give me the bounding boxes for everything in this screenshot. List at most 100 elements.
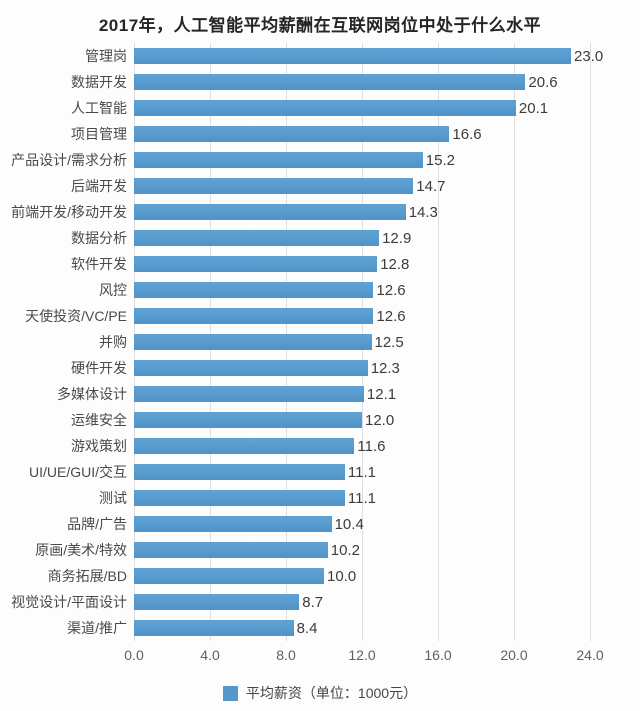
bar-row: 产品设计/需求分析 15.2	[0, 147, 640, 173]
value-label: 11.1	[347, 463, 376, 481]
bar-track: 23.0	[134, 43, 640, 69]
value-label: 10.0	[327, 567, 357, 585]
bar-track: 11.1	[134, 459, 640, 485]
value-label: 12.0	[365, 411, 395, 429]
bar-row: 人工智能 20.1	[0, 95, 640, 121]
bar-row: 视觉设计/平面设计 8.7	[0, 589, 640, 615]
bar-track: 12.3	[134, 355, 640, 381]
bar-track: 12.6	[134, 277, 640, 303]
x-tick-label: 4.0	[200, 647, 220, 663]
category-label: 数据分析	[71, 230, 127, 246]
bar-track: 11.6	[134, 433, 640, 459]
bar-row: 品牌/广告 10.4	[0, 511, 640, 537]
category-label: 数据开发	[71, 74, 127, 90]
bar-row: 管理岗 23.0	[0, 43, 640, 69]
value-label: 15.2	[425, 151, 455, 169]
bar	[134, 282, 374, 298]
value-label: 20.6	[528, 73, 558, 91]
bar-track: 12.8	[134, 251, 640, 277]
x-axis: 0.0 4.0 8.0 12.0 16.0 20.0 24.0	[0, 645, 640, 669]
bar-track: 20.6	[134, 69, 640, 95]
bar	[134, 100, 516, 116]
x-tick-label: 8.0	[276, 647, 296, 663]
category-label: 管理岗	[85, 48, 127, 64]
bar	[134, 386, 364, 402]
legend-label: 平均薪资（单位：1000元）	[245, 685, 418, 701]
category-label: 前端开发/移动开发	[11, 204, 127, 220]
legend: 平均薪资（单位：1000元）	[0, 683, 640, 703]
category-label: 游戏策划	[71, 438, 127, 454]
legend-swatch-icon	[222, 685, 238, 701]
category-label: 品牌/广告	[67, 516, 127, 532]
bar-track: 10.0	[134, 563, 640, 589]
bar	[134, 230, 380, 246]
bar-row: 商务拓展/BD 10.0	[0, 563, 640, 589]
category-label: 风控	[99, 282, 127, 298]
bar-row: 硬件开发 12.3	[0, 355, 640, 381]
bar	[134, 74, 526, 90]
bar-row: 数据开发 20.6	[0, 69, 640, 95]
value-label: 12.8	[380, 255, 410, 273]
category-label: 多媒体设计	[57, 386, 127, 402]
plot-area: 管理岗 23.0 数据开发 20.6 人工智能 20.1 项目管理 16.6 产品设计/需求分析…	[0, 43, 640, 641]
category-label: 商务拓展/BD	[47, 568, 127, 584]
bar-track: 16.6	[134, 121, 640, 147]
bar-chart: 管理岗 23.0 数据开发 20.6 人工智能 20.1 项目管理 16.6 产品设计/需求分析…	[0, 43, 640, 703]
bar	[134, 490, 345, 506]
bar-track: 8.4	[134, 615, 640, 641]
bar-row: 前端开发/移动开发 14.3	[0, 199, 640, 225]
bar-row: 项目管理 16.6	[0, 121, 640, 147]
category-label: 运维安全	[71, 412, 127, 428]
category-label: 硬件开发	[71, 360, 127, 376]
x-tick-label: 12.0	[348, 647, 376, 663]
value-label: 12.5	[374, 333, 404, 351]
bar	[134, 412, 362, 428]
category-label: 天使投资/VC/PE	[25, 308, 127, 324]
category-label: 渠道/推广	[67, 620, 127, 636]
bar	[134, 178, 414, 194]
category-label: 原画/美术/特效	[35, 542, 127, 558]
gridline	[514, 43, 515, 641]
value-label: 12.6	[376, 307, 406, 325]
bar	[134, 360, 368, 376]
x-tick-label: 0.0	[124, 647, 144, 663]
bar-track: 12.1	[134, 381, 640, 407]
value-label: 11.6	[357, 437, 386, 455]
bar-row: 多媒体设计 12.1	[0, 381, 640, 407]
category-label: UI/UE/GUI/交互	[28, 464, 127, 480]
bar-track: 15.2	[134, 147, 640, 173]
bar	[134, 620, 294, 636]
value-label: 12.3	[370, 359, 400, 377]
value-label: 14.3	[408, 203, 438, 221]
bar-row: 天使投资/VC/PE 12.6	[0, 303, 640, 329]
value-label: 8.4	[296, 619, 318, 637]
category-label: 产品设计/需求分析	[11, 152, 127, 168]
bar	[134, 308, 374, 324]
bar-row: 软件开发 12.8	[0, 251, 640, 277]
bar-track: 14.3	[134, 199, 640, 225]
x-tick-label: 20.0	[500, 647, 528, 663]
bar	[134, 334, 372, 350]
chart-title: 2017年，人工智能平均薪酬在互联网岗位中处于什么水平	[98, 16, 542, 35]
gridline	[590, 43, 591, 641]
bar-row: 原画/美术/特效 10.2	[0, 537, 640, 563]
value-label: 16.6	[452, 125, 482, 143]
value-label: 12.1	[366, 385, 397, 403]
bar-row: 运维安全 12.0	[0, 407, 640, 433]
value-label: 10.2	[330, 541, 360, 559]
category-label: 软件开发	[71, 256, 127, 272]
bar-track: 12.6	[134, 303, 640, 329]
bar-row: 风控 12.6	[0, 277, 640, 303]
bar	[134, 516, 332, 532]
category-label: 视觉设计/平面设计	[11, 594, 127, 610]
bar-row: 数据分析 12.9	[0, 225, 640, 251]
bar-rows: 管理岗 23.0 数据开发 20.6 人工智能 20.1 项目管理 16.6 产品设计/需求分析…	[0, 43, 640, 641]
category-label: 项目管理	[71, 126, 127, 142]
value-label: 10.4	[334, 515, 364, 533]
bar-track: 10.4	[134, 511, 640, 537]
bar	[134, 568, 324, 584]
category-label: 人工智能	[71, 100, 127, 116]
bar-track: 14.7	[134, 173, 640, 199]
bar-track: 12.5	[134, 329, 640, 355]
